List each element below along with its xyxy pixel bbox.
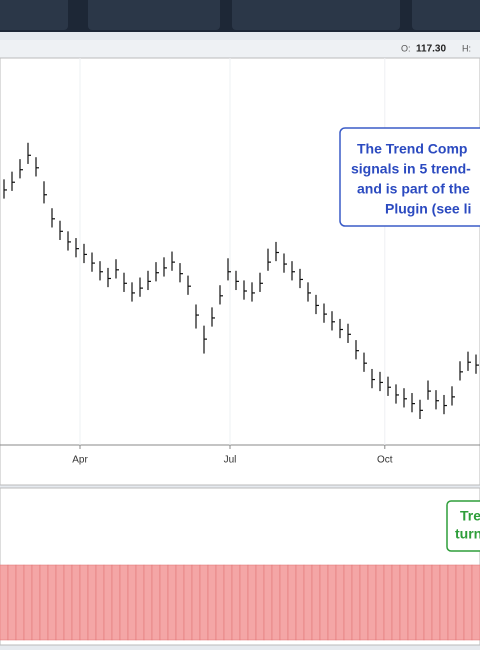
toolbar-button[interactable] [88,0,220,30]
toolbar-button[interactable] [232,0,400,30]
indicator-bar [7,564,17,641]
annotation-text: Plugin (see li [385,201,471,217]
indicator-bar [39,564,49,641]
indicator-bar [455,564,465,641]
high-label: H: [462,43,471,53]
indicator-bar [111,564,121,641]
indicator-bar [463,564,473,641]
indicator-bar [199,564,209,641]
indicator-bar [159,564,169,641]
indicator-bar [15,564,25,641]
indicator-bar [191,564,201,641]
indicator-bar [423,564,433,641]
indicator-bar [119,564,129,641]
indicator-bar [95,564,105,641]
indicator-bar [431,564,441,641]
indicator-bar [183,564,193,641]
indicator-bar [447,564,457,641]
indicator-bar [71,564,81,641]
indicator-bar [375,564,385,641]
indicator-bar [439,564,449,641]
indicator-bar [63,564,73,641]
indicator-bar [175,564,185,641]
price-chart: Apr Jul Oct [3,58,479,466]
x-tick-label: Oct [377,455,393,466]
indicator-bar [399,564,409,641]
indicator-bar [31,564,41,641]
annotation-box [339,127,480,227]
x-tick-label: Apr [72,455,88,466]
indicator-bar [255,564,265,641]
header-strip [0,40,480,58]
x-tick-label: Jul [224,455,237,466]
indicator-bar [135,564,145,641]
price-panel [0,57,480,486]
annotation-text: signals in 5 trend- [351,161,471,177]
open-label: O: [401,43,411,53]
indicator-bar [335,564,345,641]
annotation-text: and is part of the [357,181,470,197]
indicator-bar [223,564,233,641]
indicator-bar [231,564,241,641]
indicator-bar [279,564,289,641]
indicator-bar [47,564,57,641]
indicator-bar [151,564,161,641]
indicator-bar [471,564,480,641]
open-value: 117.30 [416,44,446,55]
annotation-text: turn [455,526,480,542]
indicator-bar [383,564,393,641]
annotation: The Trend Comp signals in 5 trend-and is … [351,141,471,217]
indicator-bar [143,564,153,641]
indicator-bar [303,564,313,641]
indicator-bar [207,564,217,641]
indicator-bar [55,564,65,641]
indicator-bar [327,564,337,641]
indicator-bar [343,564,353,641]
indicator-bar [127,564,137,641]
indicator-bar [215,564,225,641]
indicator-bar [319,564,329,641]
indicator-bar [311,564,321,641]
indicator-bar [79,564,89,641]
annotation-text: The Trend Comp [357,141,467,157]
indicator-bar [247,564,257,641]
indicator-bar [23,564,33,641]
annotation-text: Tre [460,508,480,524]
indicator-bar [239,564,249,641]
indicator-bar [167,564,177,641]
indicator-bar [87,564,97,641]
indicator-bar [359,564,369,641]
indicator-bar [103,564,113,641]
toolbar-button[interactable] [412,0,480,30]
indicator-bar [295,564,305,641]
toolbar-button[interactable] [0,0,68,30]
indicator-bar [351,564,361,641]
indicator-bar [415,564,425,641]
indicator-bar [287,564,297,641]
indicator-bar [367,564,377,641]
indicator-bar [271,564,281,641]
indicator-bar [0,564,9,641]
indicator-bar [407,564,417,641]
annotation: Tre turn [455,508,480,542]
indicator-bar [391,564,401,641]
annotation-box [446,500,480,552]
indicator-bar [263,564,273,641]
indicator-chart [0,564,480,641]
